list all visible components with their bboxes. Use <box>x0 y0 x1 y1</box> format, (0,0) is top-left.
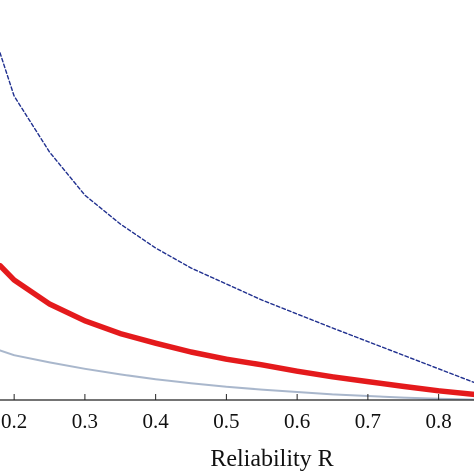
series-line-3 <box>0 349 474 401</box>
series-line-1 <box>0 52 474 384</box>
x-tick-label: 0.7 <box>355 409 381 433</box>
x-tick-label: 0.5 <box>213 409 239 433</box>
series-line-2 <box>0 262 474 398</box>
x-tick-label: 0.4 <box>143 409 170 433</box>
x-axis: 0.2 0.3 0.4 0.5 0.6 0.7 0.8 <box>0 394 474 433</box>
x-tick-label: 0.6 <box>284 409 310 433</box>
plot-area <box>0 52 474 401</box>
x-tick-label: 0.8 <box>426 409 452 433</box>
x-axis-title: Reliability R <box>210 446 333 472</box>
x-tick-label: 0.3 <box>72 409 98 433</box>
x-tick-label: 0.2 <box>1 409 27 433</box>
